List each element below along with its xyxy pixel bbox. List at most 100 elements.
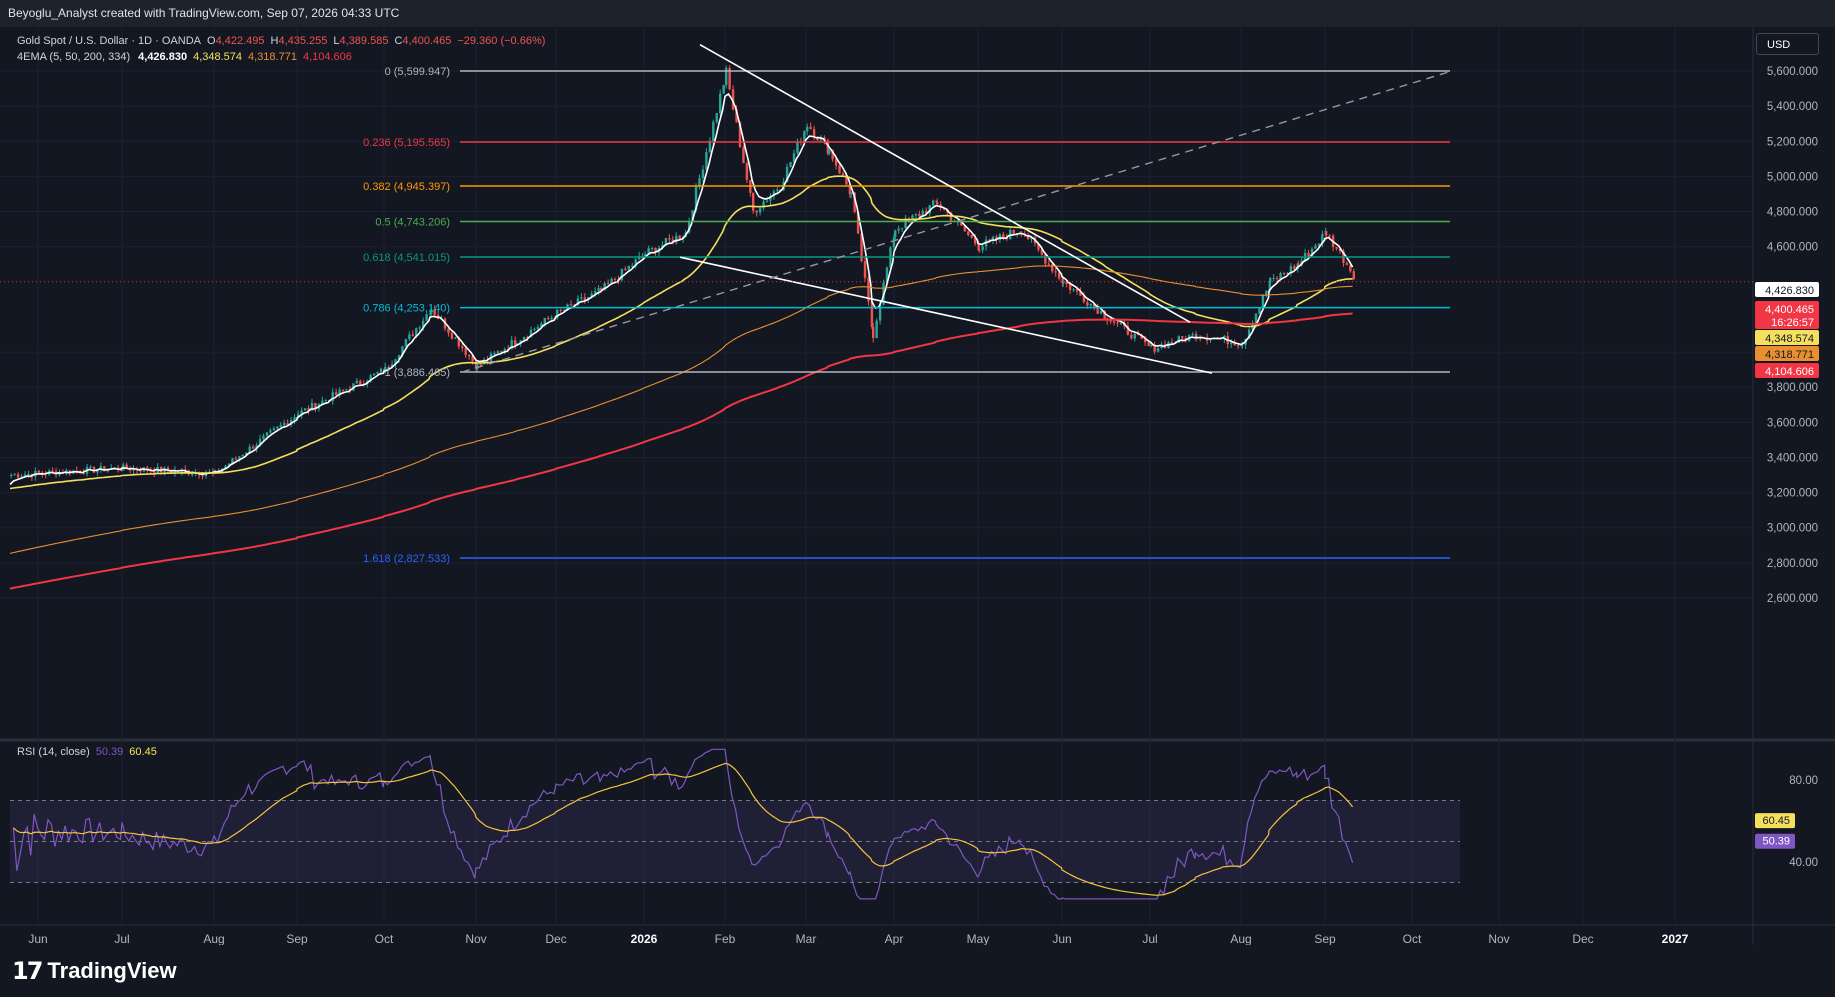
candle-body — [96, 470, 99, 473]
candle-body — [559, 309, 562, 311]
candle-body — [234, 458, 238, 460]
candle-body — [1044, 254, 1047, 264]
candle-body — [1156, 348, 1160, 352]
candle-body — [1112, 321, 1116, 323]
candle-body — [678, 235, 681, 239]
candle-body — [1026, 234, 1030, 240]
candle-body — [970, 234, 973, 238]
time-tick-label: Jul — [1142, 932, 1157, 945]
candle-body — [51, 470, 54, 472]
candle-body — [848, 184, 852, 195]
candle-body — [921, 210, 924, 217]
candle-body — [1062, 281, 1065, 284]
candle-body — [928, 205, 931, 214]
candle-body — [526, 336, 529, 338]
candle-body — [1109, 320, 1112, 322]
candle-body — [838, 165, 841, 174]
candle-body — [1012, 229, 1015, 234]
legend-ohlc-key: L — [333, 35, 339, 47]
candle-body — [428, 313, 432, 315]
candle-body — [1338, 248, 1342, 252]
candle-body — [1143, 338, 1147, 343]
fib-level-label: 0.236 (5,195.565) — [363, 137, 450, 149]
candle-body — [450, 332, 454, 339]
candle-body — [224, 465, 227, 469]
candle-body — [1037, 243, 1040, 250]
candle-body — [691, 210, 694, 221]
candle-body — [610, 278, 613, 284]
candle-body — [1140, 334, 1143, 339]
candle-body — [892, 237, 896, 248]
candle-body — [493, 352, 496, 354]
candle-body — [227, 463, 231, 466]
time-tick-label: Sep — [1314, 932, 1336, 945]
candle-body — [826, 140, 830, 154]
candle-body — [755, 210, 758, 213]
candle-body — [627, 266, 630, 270]
time-tick-label: 2026 — [631, 932, 658, 945]
candle-body — [1247, 329, 1251, 340]
candle-body — [1275, 278, 1279, 280]
grid — [0, 27, 1753, 925]
candle-body — [23, 474, 27, 477]
candle-body — [647, 248, 650, 255]
candle-body — [1241, 344, 1244, 347]
legend-ema-label: 4EMA (5, 50, 200, 334) — [17, 51, 130, 63]
price-tick-label: 4,600.000 — [1767, 242, 1818, 254]
candle-body — [464, 348, 467, 355]
candle-body — [738, 122, 742, 148]
candle-body — [1279, 273, 1282, 279]
tradingview-logo[interactable]: 17 TradingView — [12, 957, 177, 985]
candle-body — [894, 230, 897, 238]
candle-body — [769, 195, 772, 201]
currency-button[interactable]: USD — [1756, 33, 1819, 55]
candle-body — [293, 417, 296, 421]
candle-body — [715, 113, 718, 122]
ema-50-line — [9, 175, 1353, 490]
candle-body — [973, 237, 977, 244]
candle-body — [853, 192, 856, 213]
ema-334-line — [9, 312, 1353, 590]
candle-body — [675, 235, 678, 243]
candle-body — [995, 236, 998, 240]
candle-body — [1103, 311, 1106, 319]
candle-body — [139, 469, 142, 472]
attribution-bar: Beyoglu_Analyst created with TradingView… — [0, 0, 1835, 28]
candle-body — [1047, 263, 1050, 265]
candle-body — [411, 334, 414, 336]
candle-body — [503, 349, 506, 353]
candle-body — [1089, 303, 1092, 306]
candle-body — [796, 141, 799, 154]
candle-body — [620, 268, 624, 281]
candle-body — [345, 389, 348, 391]
legend-ohlc-value: 4,400.465 — [402, 35, 451, 47]
candle-body — [99, 466, 103, 471]
candle-body — [1352, 271, 1355, 280]
chart-svg[interactable]: Jun Jul Aug Sep Oct Nov Dec 2026 Feb Mar Apr May Jun… — [0, 27, 1835, 946]
candle-body — [1268, 282, 1271, 291]
candle-body — [1086, 302, 1089, 306]
candle-body — [1170, 342, 1174, 344]
chart-area[interactable]: Jun Jul Aug Sep Oct Nov Dec 2026 Feb Mar Apr May Jun… — [0, 27, 1835, 946]
candle-body — [1314, 245, 1317, 249]
rsi-pane: 80.00 40.00 RSI (14, close) 50.39 60.45 60.45… — [10, 746, 1818, 900]
time-tick-label: Jun — [1052, 932, 1071, 945]
tradingview-logo-text: TradingView — [47, 958, 177, 983]
candle-body — [1310, 248, 1314, 257]
rsi-ma-tag-value: 60.45 — [1762, 815, 1790, 827]
price-tick-label: 3,200.000 — [1767, 488, 1818, 500]
candle-body — [307, 408, 310, 411]
candle-body — [654, 247, 657, 253]
candle-body — [590, 293, 593, 298]
candle-body — [467, 354, 471, 357]
fib-level-label: 0 (5,599.947) — [385, 66, 450, 78]
price-tick-label: 3,600.000 — [1767, 417, 1818, 429]
candle-body — [816, 137, 819, 141]
legend-ema-value: 4,104.606 — [303, 51, 352, 63]
candle-body — [911, 215, 914, 220]
candle-body — [289, 420, 293, 425]
candle-body — [543, 318, 546, 324]
legend-ohlc-value: 4,389.585 — [340, 35, 389, 47]
legend-ohlc-key: H — [271, 35, 279, 47]
time-tick-label: Aug — [203, 932, 224, 945]
